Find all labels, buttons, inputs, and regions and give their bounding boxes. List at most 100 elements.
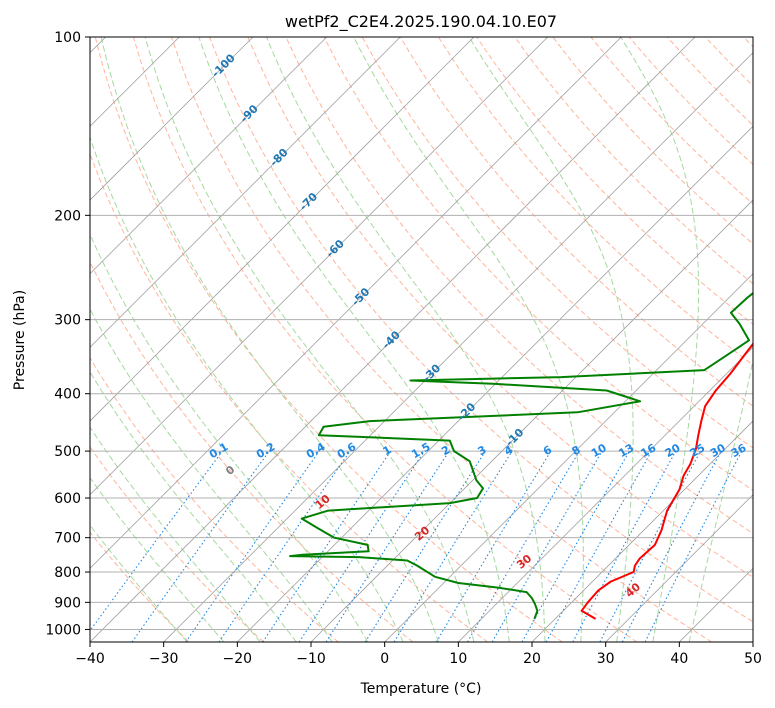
x-tick-label: −10 — [296, 651, 326, 667]
isotherm-line — [752, 641, 753, 642]
isotherm-line — [310, 199, 753, 642]
y-axis-label: Pressure (hPa) — [12, 290, 28, 390]
isotherm-line — [605, 494, 753, 642]
y-tick-label: 800 — [54, 565, 81, 581]
y-tick-label: 400 — [54, 387, 81, 403]
dry-adiabat-line — [323, 37, 753, 491]
x-tick-label: 20 — [523, 651, 541, 667]
dry-adiabat-line — [514, 37, 753, 285]
mixing-ratio-line — [218, 450, 351, 642]
moist-adiabat-line — [90, 308, 333, 642]
dry-adiabat-line — [552, 37, 753, 245]
moist-adiabat-line — [90, 524, 188, 642]
y-tick-label: 700 — [54, 531, 81, 547]
dry-adiabat-label: 40 — [623, 580, 643, 600]
moist-adiabat-line — [353, 37, 584, 642]
mixing-ratio-line — [572, 450, 677, 642]
x-tick-label: 0 — [380, 651, 389, 667]
dry-adiabat-line — [209, 37, 753, 623]
isotherm-line — [90, 37, 254, 201]
mixing-ratio-label: 30 — [708, 441, 728, 460]
profile-lines — [289, 291, 753, 620]
moist-adiabat-line — [90, 233, 369, 642]
moist-adiabat-line — [688, 358, 753, 642]
y-tick-label: 500 — [54, 444, 81, 460]
y-tick-label: 600 — [54, 491, 81, 507]
mixing-ratio-line — [131, 450, 270, 642]
x-axis-label: Temperature (°C) — [360, 681, 482, 697]
y-tick-label: 900 — [54, 595, 81, 611]
dewpoint-profile — [289, 291, 753, 620]
dry-adiabat-line — [90, 531, 190, 642]
isotherm-label: -70 — [297, 190, 320, 213]
dry-adiabat-label: 20 — [412, 523, 432, 543]
dry-adiabat-line — [90, 152, 488, 642]
mixing-ratio-label: 25 — [687, 441, 707, 460]
isotherm-label: -100 — [209, 51, 238, 80]
mixing-ratio-label: 1.5 — [409, 440, 432, 461]
dry-adiabat-line — [361, 37, 753, 449]
chart-title: wetPf2_C2E4.2025.190.04.10.E07 — [285, 12, 557, 32]
moist-adiabat-line — [198, 37, 510, 642]
dry-adiabat-line — [94, 37, 563, 642]
isotherm-line — [458, 346, 753, 642]
isotherm-label: -60 — [324, 237, 347, 260]
dry-adiabat-line — [132, 37, 638, 642]
moist-adiabat-line — [90, 370, 297, 642]
isotherm-line — [90, 37, 327, 275]
dry-adiabat-line — [399, 37, 753, 407]
isotherm-label: -20 — [455, 400, 478, 423]
isotherm-line — [237, 125, 753, 642]
isotherm-line — [384, 273, 753, 642]
plot-frame — [89, 36, 754, 643]
mixing-ratio-line — [325, 450, 450, 642]
mixing-ratio-label: 6 — [541, 443, 554, 458]
moist-adiabat-line — [100, 37, 439, 642]
isotherm-line — [679, 567, 753, 642]
dry-adiabat-line — [90, 356, 339, 642]
mixing-ratio-label: 20 — [663, 441, 683, 460]
axes: −40 −30 −20 −10 0 10 20 30 40 5010020030040050060… — [45, 30, 762, 667]
x-tick-label: −20 — [223, 651, 253, 667]
x-tick-label: 50 — [744, 651, 762, 667]
y-tick-label: 300 — [54, 313, 81, 329]
mixing-ratio-label: 16 — [638, 441, 658, 460]
moist-adiabat-line — [90, 426, 261, 642]
mixing-ratio-line — [599, 450, 701, 642]
x-tick-label: 10 — [449, 651, 467, 667]
isotherm-label: -40 — [380, 328, 403, 351]
isotherm-label: -90 — [238, 102, 261, 125]
mixing-ratio-line — [262, 450, 392, 642]
mixing-ratio-line — [621, 450, 722, 642]
dry-adiabat-line — [90, 446, 264, 642]
mixing-ratio-line — [393, 450, 513, 642]
dry-adiabat-line — [704, 37, 753, 87]
isotherm-label: -80 — [267, 146, 290, 169]
isotherm-line — [90, 37, 401, 348]
y-tick-label: 1000 — [45, 622, 81, 638]
background-lines — [90, 37, 753, 642]
dry-adiabat-line — [437, 37, 753, 366]
x-tick-label: 40 — [670, 651, 688, 667]
moist-adiabat-line — [90, 135, 404, 642]
moist-adiabat-line — [90, 476, 225, 642]
moist-adiabat-line — [266, 37, 546, 642]
dry-adiabat-line — [666, 37, 753, 126]
isotherm-line — [90, 37, 622, 569]
x-tick-label: −30 — [149, 651, 179, 667]
isotherm-line — [90, 37, 475, 422]
moist-adiabat-line — [468, 37, 634, 642]
isotherm-line — [531, 420, 753, 642]
dry-adiabat-line — [590, 37, 753, 205]
x-tick-label: 30 — [597, 651, 615, 667]
dry-adiabat-line — [171, 37, 712, 642]
dry-adiabat-line — [285, 37, 753, 535]
mixing-ratio-line — [521, 450, 630, 642]
mixing-ratio-label: 10 — [589, 441, 609, 460]
mixing-ratio-line — [90, 450, 223, 632]
temperature-profile — [580, 342, 753, 620]
isotherm-line — [90, 37, 696, 642]
mixing-ratio-label: 0.4 — [304, 440, 328, 461]
dry-adiabat-line — [476, 37, 753, 325]
